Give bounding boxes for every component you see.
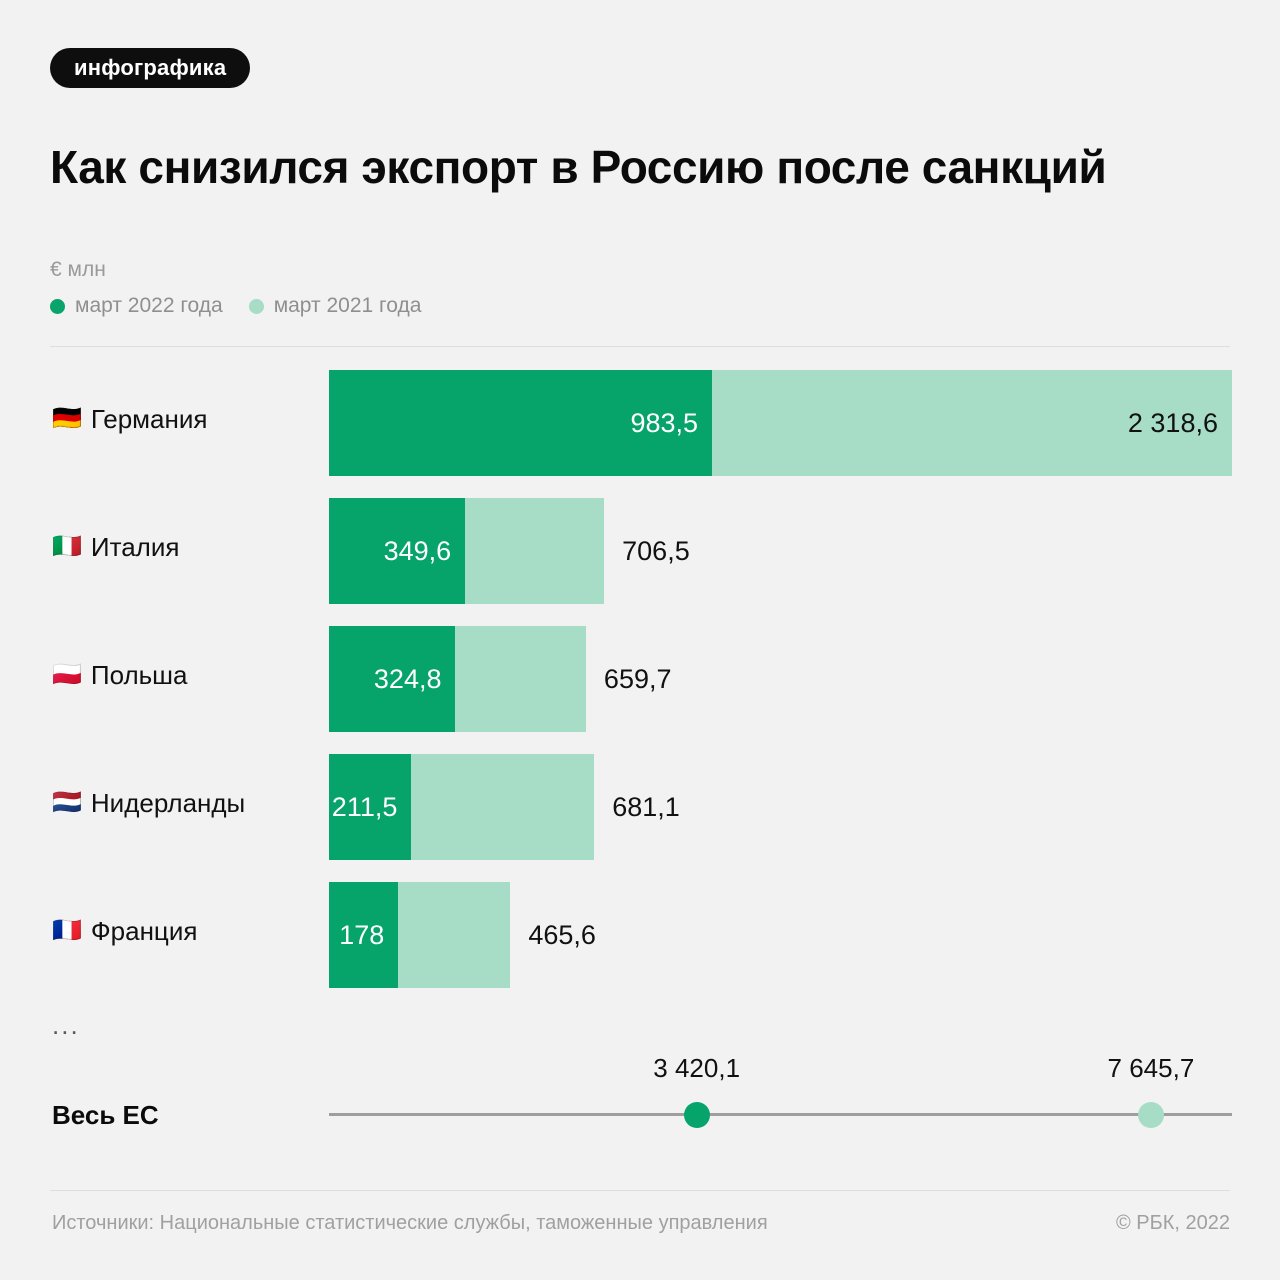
- chart-row-poland: 🇵🇱 Польша 324,8 659,7: [0, 622, 1280, 750]
- country-name-poland: Польша: [90, 659, 188, 690]
- country-name-germany: Германия: [90, 403, 208, 434]
- bar-mar2021-italy: [465, 498, 605, 604]
- legend-dot-icon-mar2021: [248, 298, 264, 314]
- row-label-france: 🇫🇷 Франция: [52, 878, 197, 984]
- flag-icon-netherlands: 🇳🇱: [52, 789, 82, 816]
- badge-label: инфографика: [74, 55, 227, 80]
- chart-row-italy: 🇮🇹 Италия 349,6 706,5: [0, 494, 1280, 622]
- divider-top: [50, 346, 1230, 347]
- total-dot-mar2021: [1137, 1102, 1164, 1128]
- footer-copyright: © РБК, 2022: [1115, 1212, 1230, 1234]
- legend-item-mar2022: март 2022 года: [50, 294, 223, 318]
- country-name-france: Франция: [90, 915, 198, 946]
- legend-dot-icon-mar2022: [50, 298, 65, 314]
- bar-value-mar2021-poland: 659,7: [603, 663, 672, 694]
- ellipsis-more-rows: ...: [52, 1010, 80, 1040]
- row-label-poland: 🇵🇱 Польша: [52, 622, 188, 728]
- country-name-netherlands: Нидерланды: [90, 787, 246, 818]
- bar-mar2021-netherlands: [411, 754, 595, 860]
- bars-italy: 349,6: [329, 498, 605, 604]
- units-label: € млн: [50, 258, 106, 281]
- bar-mar2021-germany: 2 318,6: [712, 370, 1232, 476]
- row-label-italy: 🇮🇹 Италия: [52, 494, 179, 600]
- chart-row-france: 🇫🇷 Франция 178 465,6: [0, 878, 1280, 1006]
- chart-row-germany: 🇩🇪 Германия 983,5 2 318,6: [0, 366, 1280, 494]
- page-title: Как снизился экспорт в Россию после санк…: [50, 140, 1107, 193]
- bar-value-mar2022-italy: 349,6: [383, 535, 452, 566]
- bar-mar2022-netherlands: 211,5: [329, 754, 412, 860]
- bars-germany: 983,5 2 318,6: [329, 370, 1232, 476]
- total-track: [329, 1113, 1232, 1116]
- bars-netherlands: 211,5: [329, 754, 595, 860]
- row-label-netherlands: 🇳🇱 Нидерланды: [52, 750, 245, 856]
- bar-mar2021-france: [398, 882, 511, 988]
- legend-item-mar2021: март 2021 года: [248, 294, 422, 318]
- legend-label-mar2022: март 2022 года: [75, 294, 223, 317]
- bar-value-mar2021-netherlands: 681,1: [612, 791, 680, 822]
- total-value-mar2021: 7 645,7: [1107, 1053, 1195, 1083]
- flag-icon-germany: 🇩🇪: [52, 405, 82, 432]
- flag-icon-france: 🇫🇷: [52, 917, 82, 944]
- chart-legend: март 2022 года март 2021 года: [50, 294, 421, 318]
- bar-mar2021-poland: [455, 626, 586, 732]
- flag-icon-poland: 🇵🇱: [52, 661, 82, 688]
- country-name-italy: Италия: [90, 531, 180, 562]
- bar-value-mar2022-netherlands: 211,5: [331, 791, 398, 822]
- flag-icon-italy: 🇮🇹: [52, 533, 82, 560]
- bars-france: 178: [329, 882, 511, 988]
- bar-mar2022-italy: 349,6: [329, 498, 466, 604]
- bar-mar2022-germany: 983,5: [329, 370, 713, 476]
- bar-value-mar2021-france: 465,6: [528, 919, 596, 950]
- footer-source: Источники: Национальные статистические с…: [52, 1212, 768, 1234]
- divider-bottom: [50, 1190, 1230, 1191]
- bar-mar2022-france: 178: [329, 882, 399, 988]
- bar-value-mar2021-germany: 2 318,6: [1127, 407, 1218, 438]
- total-value-mar2022: 3 420,1: [653, 1053, 741, 1083]
- bar-mar2022-poland: 324,8: [329, 626, 456, 732]
- total-row-label: Весь ЕС: [52, 1100, 159, 1130]
- row-label-germany: 🇩🇪 Германия: [52, 366, 207, 472]
- total-dot-mar2022: [683, 1102, 710, 1128]
- bar-value-mar2022-poland: 324,8: [373, 663, 442, 694]
- chart-rows: 🇩🇪 Германия 983,5 2 318,6 🇮🇹 Италия 349: [0, 366, 1280, 1006]
- infographic-badge: инфографика: [50, 48, 251, 88]
- bar-value-mar2022-germany: 983,5: [630, 407, 699, 438]
- chart-row-netherlands: 🇳🇱 Нидерланды 211,5 681,1: [0, 750, 1280, 878]
- legend-label-mar2021: март 2021 года: [273, 294, 422, 317]
- bars-poland: 324,8: [329, 626, 586, 732]
- bar-value-mar2021-italy: 706,5: [622, 535, 690, 566]
- bar-value-mar2022-france: 178: [339, 919, 385, 950]
